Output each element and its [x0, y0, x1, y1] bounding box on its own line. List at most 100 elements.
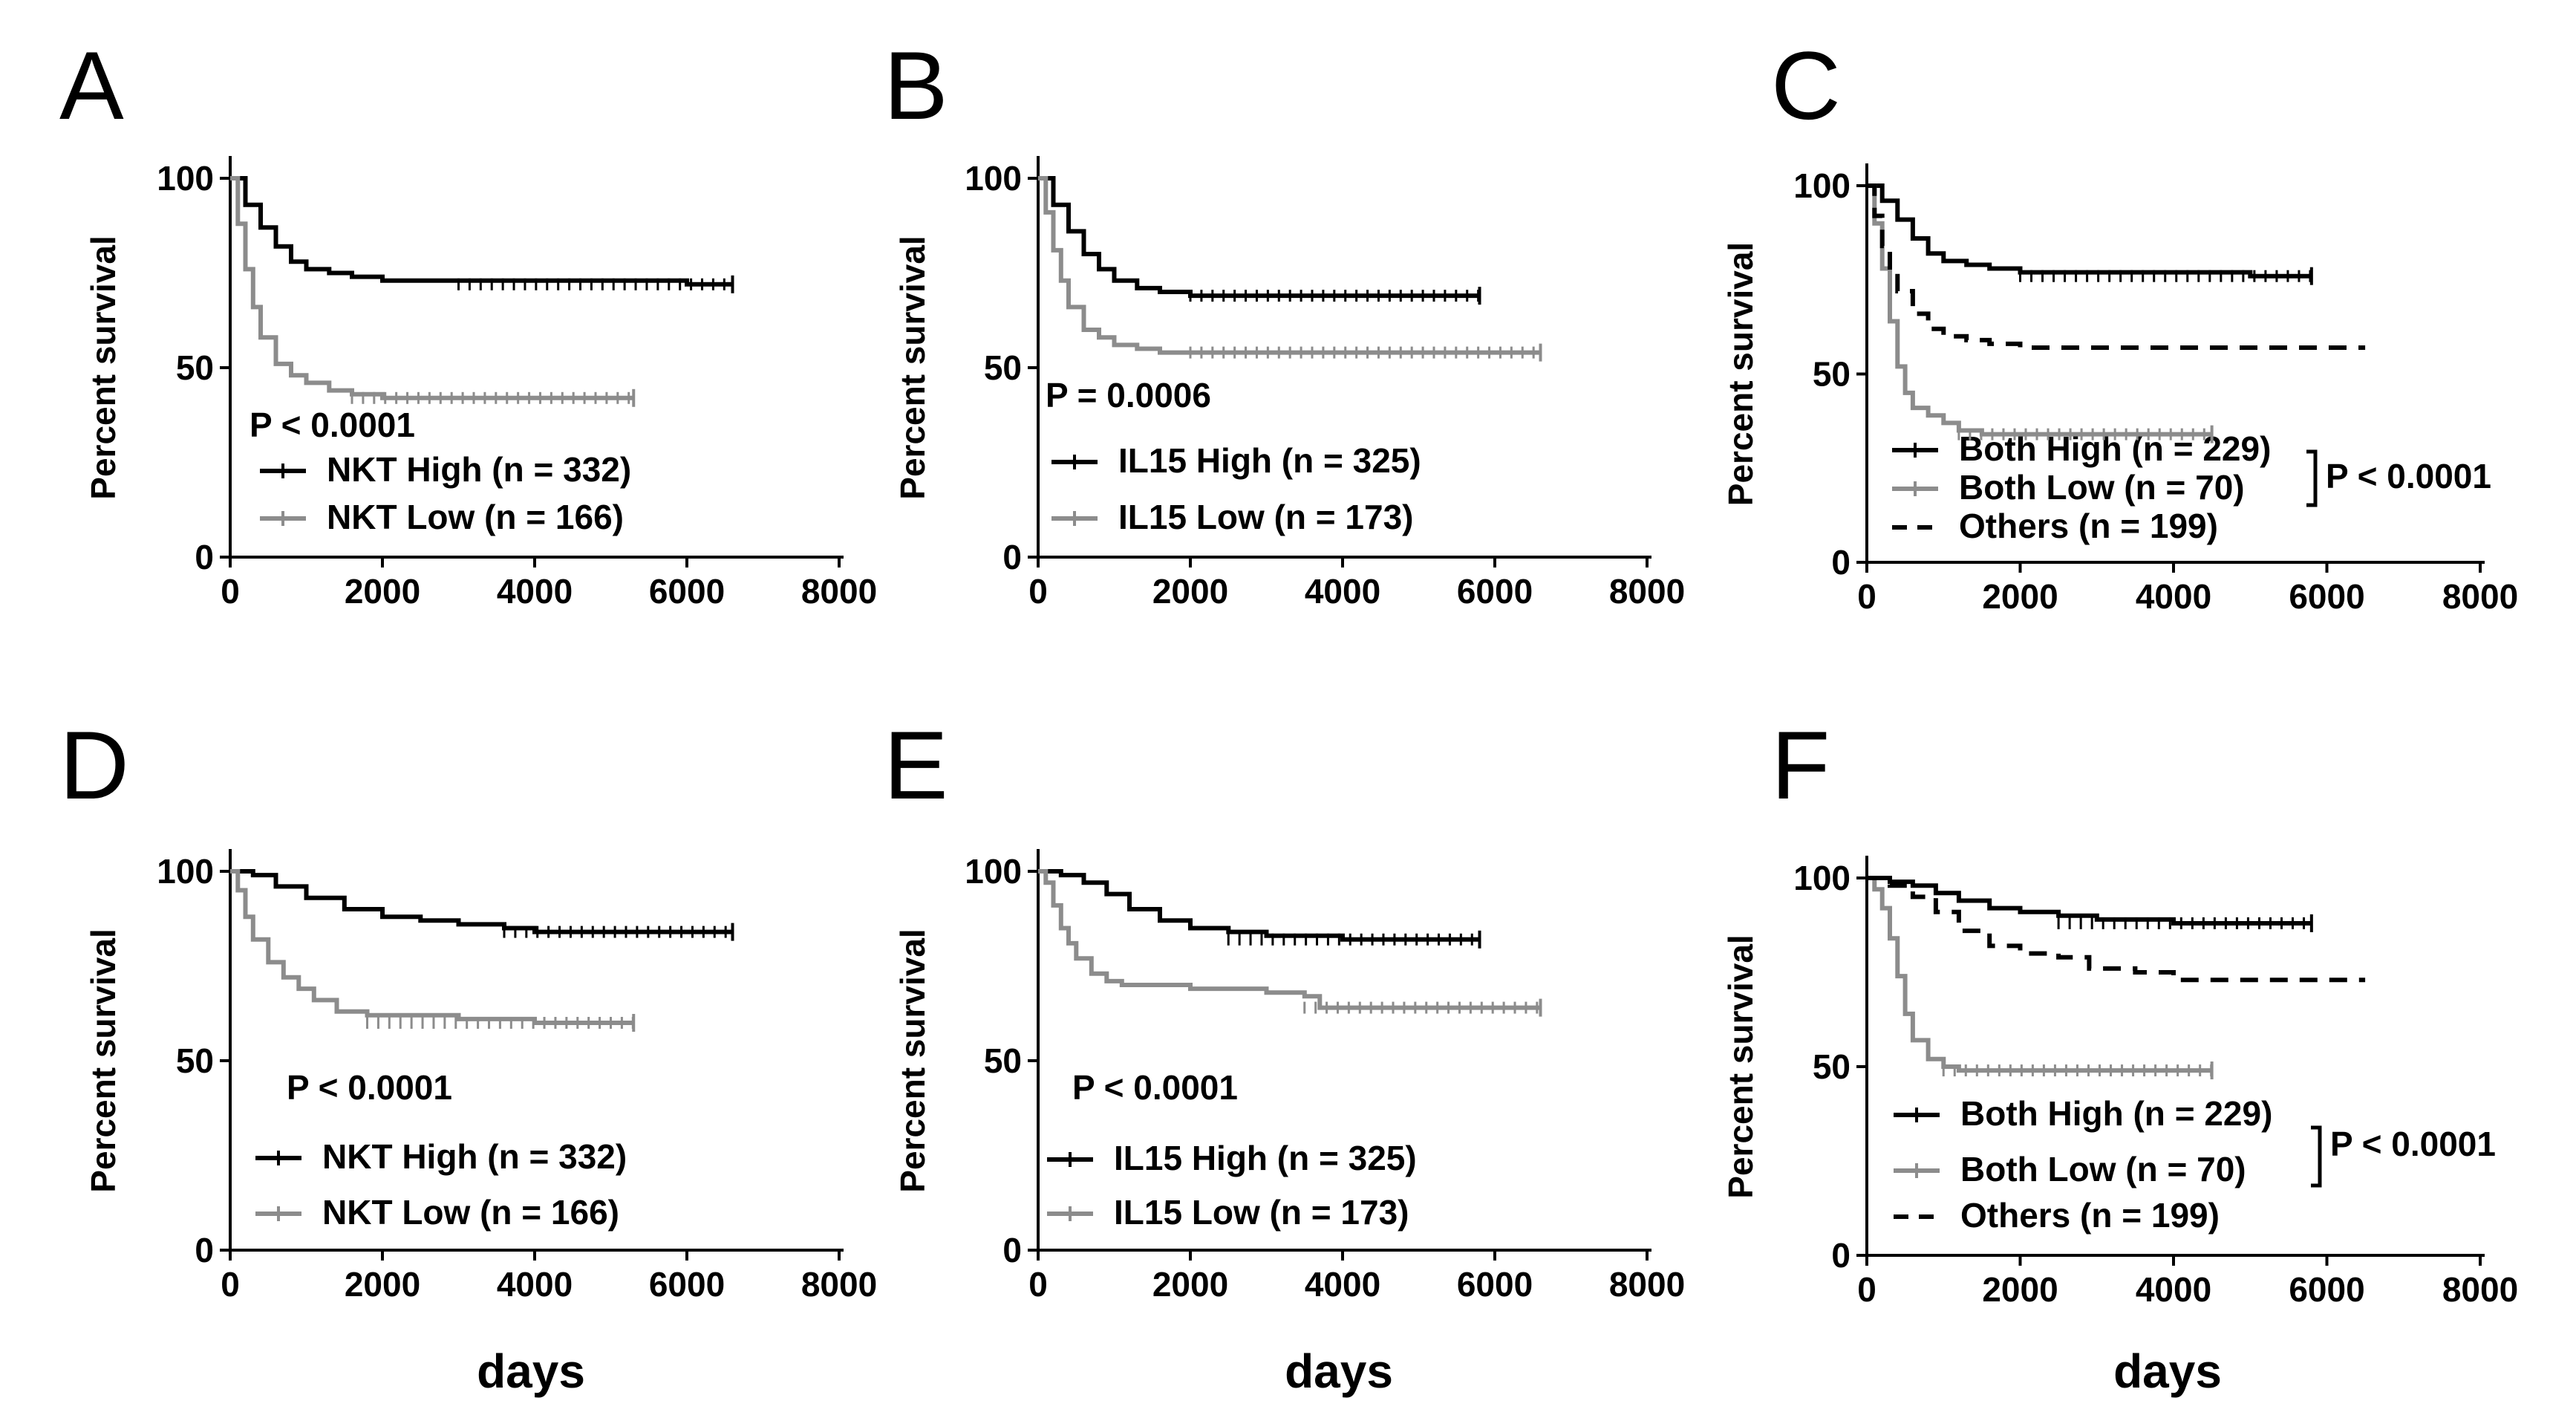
x-axis-label: days	[477, 1344, 585, 1398]
x-tick-label: 4000	[1305, 572, 1380, 611]
y-tick-label: 50	[1813, 1047, 1851, 1086]
x-tick-label: 0	[1857, 1270, 1876, 1309]
x-tick-label: 2000	[345, 1265, 420, 1304]
x-tick-label: 8000	[1609, 572, 1685, 611]
y-tick-label: 100	[157, 159, 214, 198]
series-line	[1038, 176, 1541, 355]
series-line	[230, 176, 733, 287]
y-axis-label: Percent survival	[893, 235, 932, 499]
significance-bracket	[2311, 1125, 2322, 1188]
y-axis-label: Percent survival	[84, 235, 123, 499]
panel-letter: C	[1771, 31, 1841, 140]
legend-label: NKT Low (n = 166)	[327, 498, 624, 536]
x-tick-label: 2000	[345, 572, 420, 611]
p-value: P < 0.0001	[2326, 457, 2491, 495]
x-tick-label: 8000	[1609, 1265, 1685, 1304]
panel-b: B 0 2000 4000 6000 8000 0 50 100 Percent survival…	[884, 31, 1685, 611]
panel-d: D 0 2000 4000 6000 8000 0 50 100 Percent survival…	[59, 711, 877, 1398]
y-tick-label: 100	[1793, 166, 1851, 205]
x-tick-label: 2000	[1982, 577, 2058, 616]
series-line	[230, 176, 634, 400]
p-value: P < 0.0001	[287, 1068, 452, 1107]
legend-label: NKT High (n = 332)	[327, 450, 631, 489]
x-tick-label: 2000	[1152, 1265, 1228, 1304]
x-tick-label: 6000	[2289, 1270, 2364, 1309]
y-tick-label: 0	[1831, 543, 1851, 582]
y-axis-label: Percent survival	[893, 928, 932, 1192]
y-tick-label: 0	[195, 1231, 214, 1269]
x-tick-label: 0	[1028, 572, 1048, 611]
series-line	[1867, 876, 2212, 1073]
x-tick-label: 8000	[2442, 577, 2518, 616]
p-value: P < 0.0001	[2330, 1125, 2496, 1163]
y-tick-label: 100	[1793, 859, 1851, 897]
x-tick-label: 8000	[801, 572, 877, 611]
series-line	[1867, 183, 2366, 350]
panel-letter: D	[59, 711, 129, 819]
y-tick-label: 50	[1813, 355, 1851, 394]
x-tick-label: 4000	[2136, 1270, 2211, 1309]
panel-letter: F	[1771, 711, 1830, 819]
y-tick-label: 0	[195, 538, 214, 576]
x-axis-label: days	[2113, 1344, 2222, 1398]
x-tick-label: 4000	[2136, 577, 2211, 616]
x-tick-label: 2000	[1152, 572, 1228, 611]
legend-label: NKT High (n = 332)	[322, 1137, 627, 1176]
y-axis-label: Percent survival	[1721, 934, 1760, 1198]
series-line	[230, 869, 733, 934]
y-tick-label: 0	[1831, 1236, 1851, 1275]
y-tick-label: 50	[984, 1041, 1022, 1080]
panel-letter: B	[884, 31, 948, 140]
p-value: P = 0.0006	[1046, 376, 1211, 414]
significance-bracket	[2306, 449, 2318, 507]
panel-e: E 0 2000 4000 6000 8000 0 50 100 Percent survival…	[884, 711, 1685, 1398]
x-tick-label: 4000	[1305, 1265, 1380, 1304]
p-value: P < 0.0001	[1072, 1068, 1238, 1107]
x-tick-label: 6000	[2289, 577, 2364, 616]
y-tick-label: 100	[965, 852, 1022, 891]
legend-label: Both High (n = 229)	[1960, 1094, 2272, 1133]
y-tick-label: 0	[1002, 1231, 1022, 1269]
panel-c: C 0 2000 4000 6000 8000 0 50 100 Percent survival…	[1721, 31, 2518, 616]
y-axis-label: Percent survival	[1721, 242, 1760, 506]
legend-label: IL15 High (n = 325)	[1114, 1139, 1417, 1177]
x-tick-label: 2000	[1982, 1270, 2058, 1309]
panel-f: F 0 2000 4000 6000 8000 0 50 100 Percent survival…	[1721, 711, 2518, 1398]
x-tick-label: 6000	[649, 1265, 725, 1304]
x-tick-label: 4000	[497, 572, 573, 611]
y-axis-label: Percent survival	[84, 928, 123, 1192]
x-tick-label: 0	[1028, 1265, 1048, 1304]
x-tick-label: 0	[221, 1265, 240, 1304]
series-line	[1867, 876, 2312, 926]
y-tick-label: 50	[176, 348, 214, 387]
legend-label: Both Low (n = 70)	[1959, 468, 2245, 507]
series-line	[1867, 183, 2312, 279]
y-tick-label: 50	[176, 1041, 214, 1080]
x-tick-label: 8000	[801, 1265, 877, 1304]
y-tick-label: 50	[984, 348, 1022, 387]
x-tick-label: 6000	[649, 572, 725, 611]
series-line	[230, 869, 634, 1025]
panel-letter: A	[59, 31, 124, 140]
y-tick-label: 100	[965, 159, 1022, 198]
x-axis-label: days	[1285, 1344, 1393, 1398]
legend-label: Both Low (n = 70)	[1960, 1150, 2246, 1188]
y-tick-label: 0	[1002, 538, 1022, 576]
x-tick-label: 0	[1857, 577, 1876, 616]
panel-a: A 0 2000 4000 6000 8000 0 50 100 Percent survival…	[59, 31, 877, 611]
legend-label: Others (n = 199)	[1960, 1196, 2220, 1235]
legend-label: IL15 Low (n = 173)	[1114, 1193, 1409, 1232]
y-tick-label: 100	[157, 852, 214, 891]
legend-label: Others (n = 199)	[1959, 507, 2218, 545]
x-tick-label: 6000	[1457, 572, 1533, 611]
x-tick-label: 4000	[497, 1265, 573, 1304]
x-tick-label: 8000	[2442, 1270, 2518, 1309]
x-tick-label: 6000	[1457, 1265, 1533, 1304]
legend-label: IL15 High (n = 325)	[1118, 441, 1421, 480]
legend-label: NKT Low (n = 166)	[322, 1193, 619, 1232]
legend-label: IL15 Low (n = 173)	[1118, 498, 1414, 536]
series-line	[1867, 876, 2366, 983]
series-line	[1038, 869, 1480, 942]
panel-letter: E	[884, 711, 948, 819]
